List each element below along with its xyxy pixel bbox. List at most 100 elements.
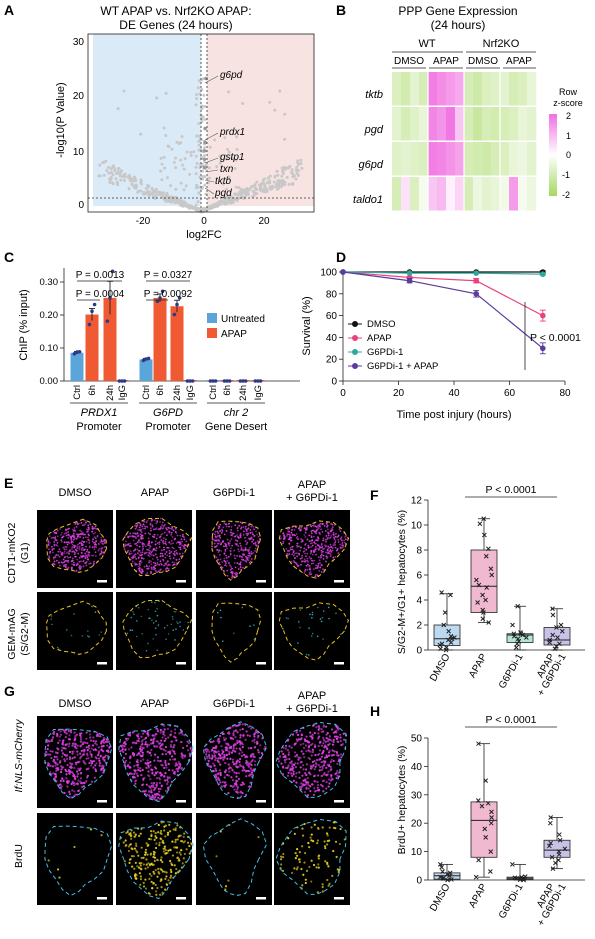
nucleus (53, 556, 55, 559)
nucleus (237, 568, 240, 570)
group-label: WT (418, 38, 435, 50)
nucleus (223, 557, 226, 560)
nucleus (69, 762, 72, 765)
bar (153, 297, 167, 381)
nucleus (99, 557, 102, 560)
nucleus (91, 554, 93, 557)
nucleus (220, 744, 223, 748)
nucleus (55, 544, 58, 546)
scale-bar (256, 580, 266, 583)
nucleus (332, 731, 335, 734)
nucleus (246, 557, 249, 559)
nucleus (159, 859, 163, 862)
nucleus (68, 790, 71, 793)
nucleus (135, 524, 138, 527)
heatmap-cell (455, 107, 465, 141)
nucleus (249, 531, 252, 534)
nucleus (169, 874, 173, 877)
data-point (510, 622, 515, 628)
nucleus (83, 549, 86, 551)
nucleus (251, 531, 254, 534)
volcano-point (145, 191, 149, 195)
nucleus (185, 540, 188, 543)
nucleus (166, 528, 168, 531)
nucleus (86, 530, 88, 533)
nucleus (164, 761, 167, 764)
nucleus (78, 542, 81, 545)
p-value: P = 0.0327 (144, 270, 193, 281)
nucleus (241, 746, 244, 749)
data-point (489, 815, 494, 820)
volcano-point (239, 192, 243, 196)
nucleus (304, 768, 308, 771)
nucleus (160, 533, 163, 536)
nucleus (79, 777, 83, 780)
nucleus (228, 747, 231, 750)
nucleus (66, 543, 69, 546)
nucleus (70, 634, 73, 637)
nucleus (88, 554, 90, 557)
nucleus (320, 549, 323, 552)
data-point (559, 628, 565, 634)
heatmap-cell (446, 177, 456, 211)
nucleus (299, 609, 302, 611)
nucleus (221, 780, 224, 784)
nucleus (87, 524, 90, 527)
nucleus (331, 549, 334, 552)
nucleus (68, 758, 72, 761)
nucleus (169, 848, 172, 851)
nucleus (330, 774, 333, 777)
nucleus (317, 827, 320, 830)
volcano-point (104, 159, 108, 163)
nucleus (138, 560, 141, 563)
nucleus (94, 770, 98, 773)
nucleus (187, 742, 191, 745)
nucleus (149, 522, 152, 525)
nucleus (236, 741, 239, 745)
nucleus (58, 548, 61, 551)
nucleus (226, 749, 229, 752)
nucleus (331, 547, 334, 549)
nucleus (317, 866, 320, 869)
nucleus (48, 535, 51, 538)
data-point (243, 379, 248, 383)
nucleus (317, 562, 320, 565)
nucleus (70, 764, 73, 767)
volcano-point (190, 206, 194, 210)
nucleus (156, 571, 159, 573)
volcano-point (167, 199, 171, 203)
nucleus (171, 546, 174, 549)
nucleus (84, 552, 87, 555)
nucleus (313, 787, 316, 790)
tile-background (274, 592, 350, 670)
nucleus (256, 533, 259, 536)
nucleus (154, 562, 157, 565)
nucleus (139, 535, 142, 538)
nucleus (311, 613, 314, 616)
x-tick-label: IgG (117, 385, 128, 400)
nucleus (339, 733, 342, 736)
nucleus (151, 772, 154, 775)
data-point (480, 616, 486, 622)
nucleus (226, 560, 229, 562)
organoid-outline (122, 517, 193, 577)
nucleus (254, 547, 257, 550)
nucleus (250, 771, 254, 774)
gene-label: txn (220, 164, 234, 175)
nucleus (59, 550, 62, 553)
nucleus (71, 780, 74, 783)
nucleus (178, 732, 181, 735)
nucleus (158, 841, 161, 844)
nucleus (311, 760, 314, 763)
nucleus (317, 753, 320, 756)
nucleus (153, 838, 156, 841)
nucleus (172, 629, 175, 632)
nucleus (163, 734, 166, 737)
nucleus (335, 737, 338, 740)
nucleus (172, 529, 175, 532)
nucleus (331, 874, 334, 877)
nucleus (59, 733, 63, 736)
nucleus (299, 756, 302, 759)
nucleus (134, 553, 137, 555)
